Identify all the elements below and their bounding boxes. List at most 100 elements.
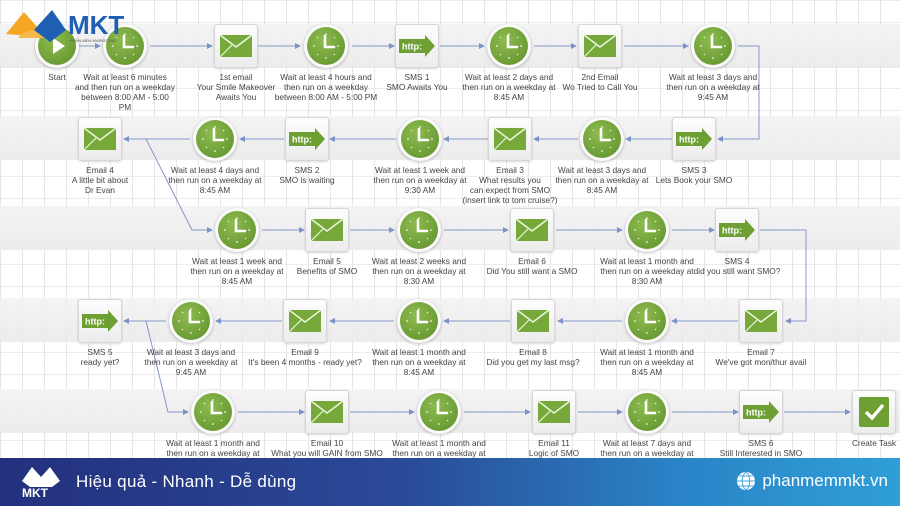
workflow-node-wait[interactable]: Wait at least 1 month and then run on a … [582,299,712,377]
envelope-icon [532,390,576,434]
node-label: Wait at least 2 days and then run on a w… [462,72,556,102]
clock-icon [103,24,147,68]
mkt-logo-icon: MKT PHẦN MỀM MARKETING [6,10,124,43]
workflow-node-wait[interactable]: Wait at least 1 week and then run on a w… [355,117,485,195]
http-arrow-icon: http: [672,117,716,161]
node-label: SMS 5 ready yet? [80,347,120,367]
svg-text:http:: http: [746,408,766,418]
connector-lines [79,43,851,415]
clock-icon [169,299,213,343]
workflow-node-wait[interactable]: Wait at least 4 hours and then run on a … [261,24,391,102]
workflow-node-wait[interactable]: Wait at least 1 month and then run on a … [354,299,484,377]
clock-icon [625,390,669,434]
clock-icon [625,208,669,252]
workflow-node-sms[interactable]: http: SMS 5 ready yet? [35,299,165,367]
node-label: SMS 2 SMO is waiting [279,165,335,185]
workflow-node-email[interactable]: Email 7 We've got mon/thur avail [696,299,826,367]
envelope-icon [578,24,622,68]
workflow-node-email[interactable]: 2nd Email Wo Tried to Call You [535,24,665,92]
website-link[interactable]: phanmemmkt.vn [736,471,888,491]
workflow-node-email[interactable]: Email 3 What results you can expect from… [445,117,575,205]
svg-text:http:: http: [722,226,742,236]
workflow-node-wait[interactable]: Wait at least 3 days and then run on a w… [537,117,667,195]
node-label: Wait at least 7 days and then run on a w… [600,438,694,458]
workflow-node-wait[interactable]: Wait at least 1 month and then run on a … [374,390,504,458]
node-label: Wait at least 1 month and then run on a … [600,347,694,377]
website-text: phanmemmkt.vn [762,471,888,490]
node-label: Email 11 Logic of SMO [528,438,580,458]
clock-icon [397,299,441,343]
logo-subtitle: PHẦN MỀM MARKETING [70,38,116,43]
workflow-node-wait[interactable]: Wait at least 2 weeks and then run on a … [354,208,484,286]
node-label: SMS 4 did you still want SMO? [693,256,781,276]
workflow-node-email[interactable]: Email 11 Logic of SMO [489,390,619,458]
http-arrow-icon: http: [285,117,329,161]
node-label: Start [48,72,66,82]
workflow-node-email[interactable]: 1st email Your Smile Makeover Awaits You [171,24,301,102]
node-label: Email 4 A little bit about Dr Evan [71,165,129,195]
clock-icon [215,208,259,252]
workflow-node-wait[interactable]: Wait at least 2 days and then run on a w… [444,24,574,102]
workflow-node-sms[interactable]: http: SMS 1 SMO Awaits You [352,24,482,92]
node-label: Email 7 We've got mon/thur avail [715,347,807,367]
clock-icon [193,117,237,161]
node-label: Email 10 What you will GAIN from SMO [271,438,383,458]
node-label: Email 3 What results you can expect from… [462,165,558,205]
workflow-node-task[interactable]: Create Task [809,390,900,448]
node-label: Wait at least 4 days and then run on a w… [168,165,262,195]
globe-icon [737,471,756,491]
workflow-node-wait[interactable]: Wait at least 3 days and then run on a w… [126,299,256,377]
clock-icon [397,208,441,252]
workflow-node-email[interactable]: Email 6 Did You still want a SMO [467,208,597,276]
workflow-node-wait[interactable]: Wait at least 7 days and then run on a w… [582,390,712,458]
workflow-node-email[interactable]: Email 8 Did you get my last msg? [468,299,598,367]
workflow-node-email[interactable]: Email 5 Benefits of SMO [262,208,392,276]
workflow-node-email[interactable]: Email 10 What you will GAIN from SMO [262,390,392,458]
http-arrow-icon: http: [739,390,783,434]
node-label: Email 5 Benefits of SMO [296,256,358,276]
node-label: Email 8 Did you get my last msg? [486,347,580,367]
envelope-icon [78,117,122,161]
footer-logo-icon: MKT [22,467,60,500]
envelope-icon [510,208,554,252]
envelope-icon [739,299,783,343]
envelope-icon [488,117,532,161]
envelope-icon [283,299,327,343]
node-label: Wait at least 1 week and then run on a w… [373,165,467,195]
node-label: Wait at least 1 month and then run on a … [392,438,486,458]
footer-slogan: Hiệu quả - Nhanh - Dễ dùng [76,472,297,491]
clock-icon [304,24,348,68]
workflow-node-sms[interactable]: http: SMS 4 did you still want SMO? [672,208,802,276]
node-label: SMS 6 Still Interested in SMO [719,438,803,458]
node-label: Wait at least 3 days and then run on a w… [144,347,238,377]
envelope-icon [511,299,555,343]
workflow-node-sms[interactable]: http: SMS 2 SMO is waiting [242,117,372,185]
clock-icon [417,390,461,434]
workflow-node-wait[interactable]: Wait at least 1 month and then run on a … [582,208,712,286]
clock-icon [625,299,669,343]
node-label: 2nd Email Wo Tried to Call You [562,72,638,92]
node-label: Email 9 It's been 4 months - ready yet? [248,347,362,367]
workflow-node-sms[interactable]: http: SMS 6 Still Interested in SMO [696,390,826,458]
node-label: Wait at least 6 minutes and then run on … [74,72,176,112]
workflow-node-email[interactable]: Email 4 A little bit about Dr Evan [35,117,165,195]
envelope-icon [305,390,349,434]
node-label: Wait at least 3 days and then run on a w… [666,72,760,102]
svg-text:http:: http: [402,42,422,52]
footer-logo: MKT [18,463,64,501]
clock-icon [487,24,531,68]
node-label: Wait at least 1 month and then run on a … [166,438,260,458]
node-label: Wait at least 4 hours and then run on a … [274,72,378,102]
workflow-node-wait[interactable]: Wait at least 1 week and then run on a w… [172,208,302,286]
workflow-node-sms[interactable]: http: SMS 3 Lets Book your SMO [629,117,759,185]
workflow-node-email[interactable]: Email 9 It's been 4 months - ready yet? [240,299,370,367]
http-arrow-icon: http: [395,24,439,68]
svg-text:MKT: MKT [22,486,49,500]
workflow-node-wait[interactable]: Wait at least 3 days and then run on a w… [648,24,778,102]
workflow-node-wait[interactable]: Wait at least 1 month and then run on a … [148,390,278,458]
workflow-node-wait[interactable]: Wait at least 4 days and then run on a w… [150,117,280,195]
workflow-node-wait[interactable]: Wait at least 6 minutes and then run on … [60,24,190,112]
node-label: SMS 3 Lets Book your SMO [655,165,733,185]
node-label: Email 6 Did You still want a SMO [486,256,578,276]
clock-icon [691,24,735,68]
